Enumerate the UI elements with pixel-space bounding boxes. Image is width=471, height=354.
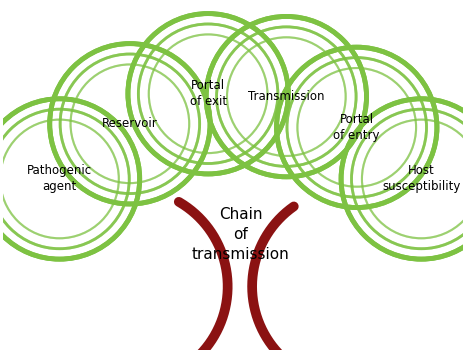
Circle shape <box>364 121 471 237</box>
Text: Chain
of
transmission: Chain of transmission <box>192 207 289 262</box>
Text: Transmission: Transmission <box>248 90 325 103</box>
Text: Reservoir: Reservoir <box>102 117 158 130</box>
Circle shape <box>150 36 266 152</box>
Circle shape <box>299 70 414 185</box>
Text: Portal
of exit: Portal of exit <box>189 79 227 108</box>
Circle shape <box>72 66 187 182</box>
Text: Portal
of entry: Portal of entry <box>333 113 380 142</box>
Circle shape <box>2 121 117 237</box>
Text: Host
susceptibility: Host susceptibility <box>382 165 461 193</box>
Circle shape <box>228 39 344 154</box>
Text: Pathogenic
agent: Pathogenic agent <box>27 165 92 193</box>
